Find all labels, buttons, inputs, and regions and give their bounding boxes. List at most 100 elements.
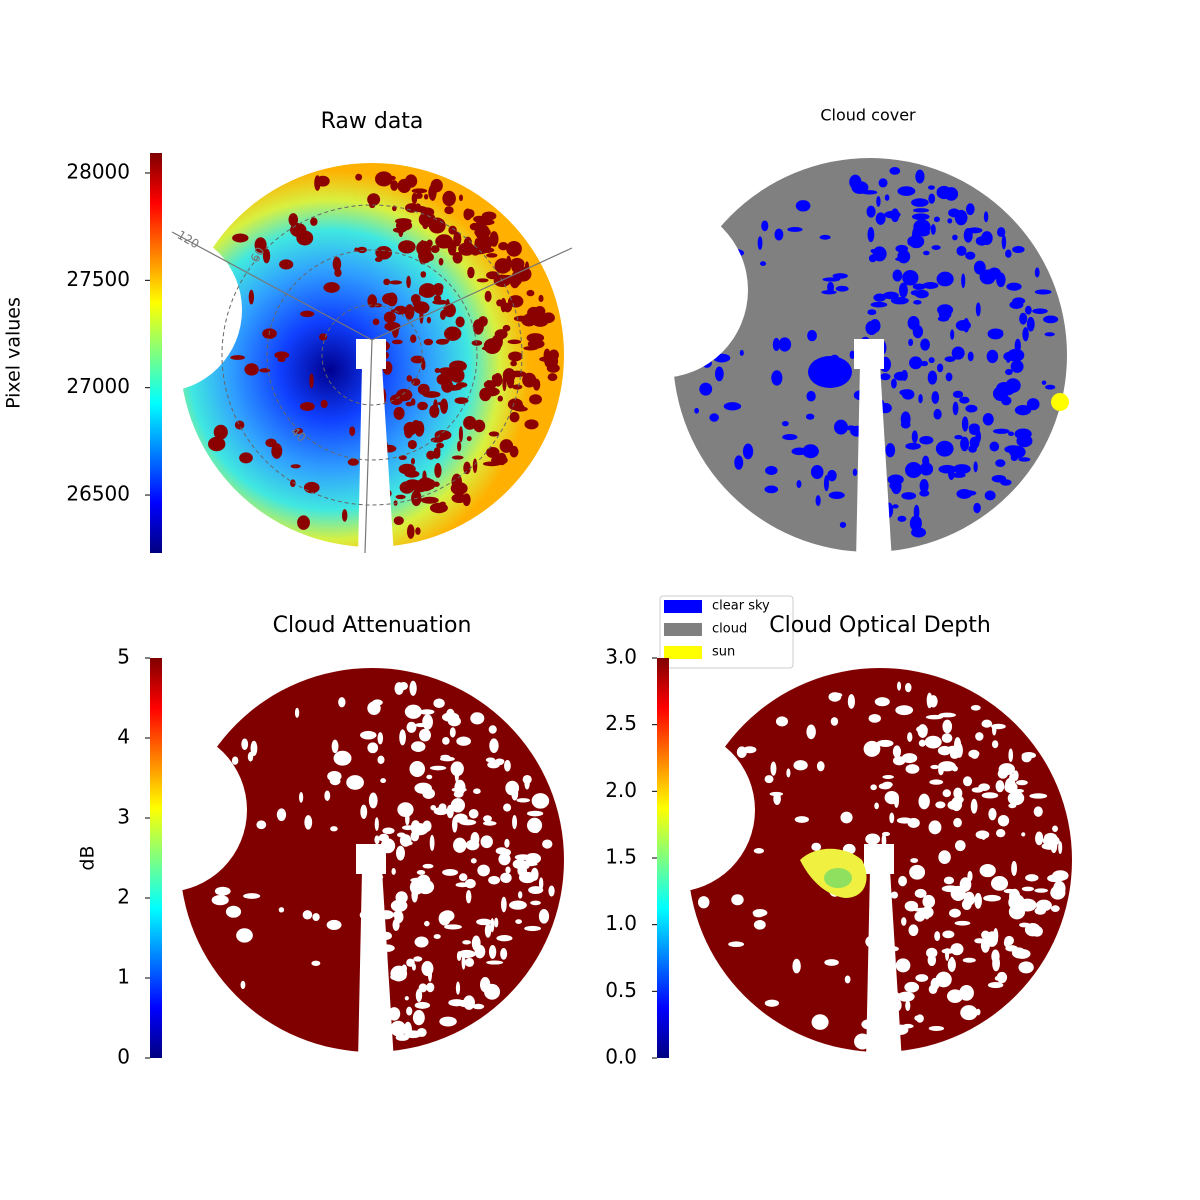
blob — [404, 470, 420, 478]
blob — [234, 420, 245, 430]
blob — [500, 948, 508, 960]
blob — [347, 458, 359, 466]
blob — [434, 463, 442, 478]
blob — [248, 289, 255, 305]
blob — [422, 714, 433, 730]
blob — [988, 807, 997, 821]
blob — [397, 178, 412, 194]
blob — [975, 830, 990, 840]
blob — [1033, 806, 1043, 817]
blob — [299, 791, 304, 803]
blob — [438, 258, 444, 266]
blob — [386, 292, 398, 307]
blob — [278, 907, 285, 913]
blob — [426, 316, 432, 324]
blob — [961, 416, 969, 432]
blob — [753, 848, 765, 854]
blob — [874, 697, 890, 707]
blob — [444, 326, 462, 341]
blob — [986, 349, 999, 364]
blob — [244, 363, 259, 376]
blob — [488, 431, 500, 437]
blob — [992, 955, 1000, 972]
colorbar-tick-label: 4 — [117, 725, 130, 749]
blob — [250, 740, 258, 756]
blob — [1021, 752, 1032, 763]
blob — [961, 899, 972, 910]
blob — [401, 825, 415, 831]
blob — [794, 816, 810, 823]
blob — [928, 1025, 945, 1032]
blob — [538, 909, 550, 924]
blob — [411, 480, 429, 493]
blob — [538, 294, 544, 303]
blob — [530, 900, 541, 906]
blob — [902, 270, 919, 286]
blob — [898, 875, 907, 887]
blob — [412, 1010, 425, 1026]
mask — [572, 202, 748, 378]
blob — [918, 394, 923, 404]
blob — [989, 441, 1000, 452]
blob — [960, 436, 970, 452]
blob — [963, 776, 973, 787]
blob — [394, 682, 404, 695]
blob — [723, 402, 742, 411]
blob — [548, 349, 559, 361]
blob — [918, 739, 926, 747]
blob — [927, 370, 938, 385]
mask — [83, 728, 247, 892]
blob — [288, 213, 299, 227]
blob — [965, 203, 975, 216]
blob — [970, 798, 978, 814]
blob — [938, 712, 956, 718]
blob — [415, 527, 421, 535]
blob — [796, 480, 802, 489]
blob — [910, 290, 922, 296]
colorbar-label: Pixel values — [3, 297, 25, 409]
blob — [954, 840, 966, 852]
blob — [952, 390, 964, 399]
mask — [856, 365, 892, 562]
blob — [951, 346, 965, 360]
blob — [867, 227, 875, 243]
blob — [786, 768, 791, 778]
blob — [500, 297, 507, 313]
blob — [731, 894, 744, 906]
colorbar-tick-label: 3.0 — [605, 645, 637, 669]
blob — [873, 293, 886, 302]
blob — [426, 982, 435, 993]
blob — [405, 812, 410, 826]
blob — [1004, 445, 1022, 454]
mask — [854, 339, 884, 369]
blob — [406, 721, 417, 733]
blob — [349, 426, 356, 437]
blob — [547, 373, 558, 381]
blob — [410, 458, 416, 465]
blob — [868, 713, 881, 723]
blob — [378, 833, 389, 842]
blob — [420, 271, 427, 278]
blob — [969, 436, 980, 449]
blob — [410, 293, 421, 304]
blob — [449, 727, 456, 738]
blob — [909, 515, 922, 532]
blob — [416, 869, 426, 875]
blob — [878, 783, 892, 790]
blob — [910, 858, 919, 863]
blob — [950, 943, 964, 956]
blob — [418, 983, 428, 993]
blob — [498, 852, 511, 866]
blob — [259, 368, 271, 373]
blob — [956, 245, 967, 256]
blob — [453, 837, 467, 853]
blob — [453, 790, 464, 798]
blob — [787, 227, 803, 232]
blob — [390, 180, 399, 191]
blob — [486, 960, 504, 965]
blob — [503, 803, 512, 812]
blob — [970, 704, 981, 711]
blob — [697, 896, 710, 909]
blob — [476, 278, 489, 283]
blob — [834, 419, 848, 435]
